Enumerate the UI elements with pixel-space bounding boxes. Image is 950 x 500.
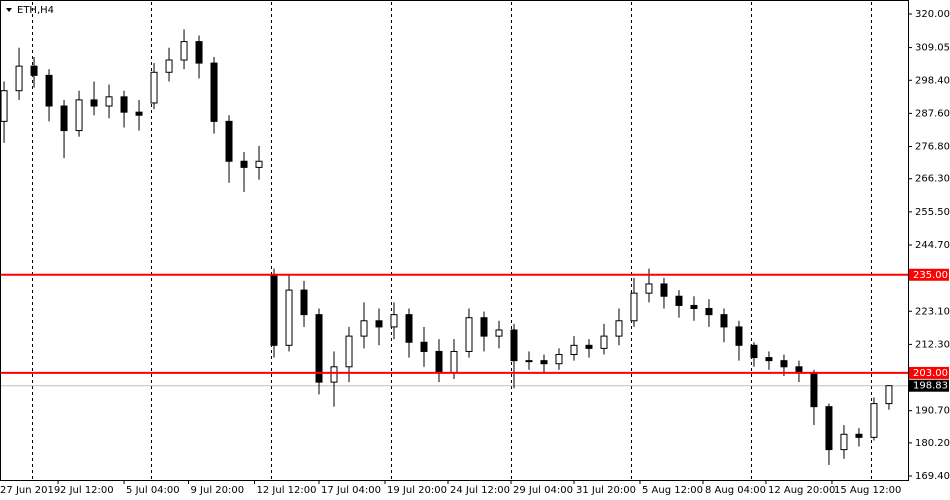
candle-body	[435, 350, 443, 374]
chart-title: ETH,H4	[17, 5, 54, 16]
candle-body	[870, 403, 878, 438]
candle-body	[525, 360, 533, 363]
x-tick-label: 5 Jul 04:00	[126, 485, 180, 496]
x-tick-label: 12 Jul 12:00	[257, 485, 317, 496]
candle-body	[165, 59, 173, 73]
x-tick-label: 19 Jul 20:00	[387, 485, 447, 496]
candle-body	[255, 160, 263, 168]
candle-body	[420, 341, 428, 352]
candle-body	[585, 344, 593, 349]
candle-body	[345, 335, 353, 368]
candle-body	[510, 329, 518, 362]
candle-body	[60, 105, 68, 132]
candle-body	[885, 385, 893, 405]
y-tick-label: 309.05	[915, 43, 950, 54]
x-tick-label: 31 Jul 20:00	[576, 485, 636, 496]
last-price-label: 198.83	[913, 381, 948, 392]
candle-body	[720, 314, 728, 328]
x-tick-label: 24 Jul 12:00	[450, 485, 510, 496]
candle-body	[615, 320, 623, 337]
x-tick-label: 27 Jun 2019	[0, 485, 60, 496]
y-tick-label: 212.30	[915, 339, 950, 350]
candle-body	[540, 360, 548, 365]
candle-body	[180, 41, 188, 61]
y-tick-label: 320.00	[915, 9, 950, 20]
candle-body	[270, 274, 278, 346]
candle-body	[405, 314, 413, 343]
candle-body	[360, 320, 368, 337]
x-tick-label: 2 Jul 12:00	[60, 485, 114, 496]
y-tick-label: 169.40	[915, 471, 950, 482]
level-label-bg	[909, 268, 949, 281]
plot-frame	[0, 0, 909, 481]
candle-body	[0, 90, 8, 122]
y-tick-label: 223.10	[915, 306, 950, 317]
candle-body	[780, 360, 788, 368]
y-tick-label: 287.60	[915, 108, 950, 119]
x-tick-label: 12 Aug 20:00	[768, 485, 835, 496]
y-tick-label: 190.70	[915, 406, 950, 417]
candle-body	[660, 283, 668, 297]
candle-body	[690, 304, 698, 310]
candle-body	[735, 326, 743, 346]
candle-body	[135, 111, 143, 116]
candle-body	[120, 96, 128, 113]
level-label: 203.00	[913, 368, 948, 379]
candle-body	[840, 433, 848, 451]
candle-body	[105, 96, 113, 107]
candle-body	[495, 329, 503, 337]
candle-body	[675, 295, 683, 306]
level-label-bg	[909, 366, 949, 379]
candle-body	[630, 292, 638, 322]
candle-body	[450, 350, 458, 374]
x-tick-label: 15 Aug 12:00	[834, 485, 901, 496]
candle-body	[390, 314, 398, 328]
y-tick-label: 255.50	[915, 207, 950, 218]
candle-body	[600, 335, 608, 349]
candle-body	[210, 62, 218, 122]
candle-body	[375, 320, 383, 328]
candle-body	[195, 41, 203, 64]
x-tick-label: 29 Jul 04:00	[513, 485, 573, 496]
candle-body	[240, 160, 248, 168]
candle-body	[225, 120, 233, 162]
menu-arrow	[6, 8, 12, 12]
candle-body	[705, 308, 713, 316]
x-tick-label: 9 Jul 20:00	[191, 485, 245, 496]
candle-body	[300, 289, 308, 316]
candle-body	[855, 433, 863, 438]
level-label: 235.00	[913, 270, 948, 281]
x-tick-label: 8 Aug 04:00	[705, 485, 766, 496]
candle-body	[150, 71, 158, 104]
candle-body	[750, 344, 758, 359]
candle-body	[330, 366, 338, 383]
candle-body	[75, 99, 83, 132]
candle-body	[30, 65, 38, 76]
x-tick-label: 17 Jul 04:00	[321, 485, 381, 496]
candle-body	[765, 357, 773, 362]
candle-body	[285, 289, 293, 346]
y-tick-label: 180.20	[915, 438, 950, 449]
y-tick-label: 298.40	[915, 75, 950, 86]
candle-body	[465, 317, 473, 352]
candle-body	[15, 65, 23, 92]
x-tick-label: 5 Aug 12:00	[642, 485, 703, 496]
last-price-label-bg	[909, 379, 949, 392]
candle-body	[825, 406, 833, 451]
candle-body	[810, 372, 818, 408]
y-tick-label: 244.70	[915, 240, 950, 251]
candle-body	[480, 317, 488, 337]
candle-body	[645, 283, 653, 294]
candle-body	[90, 99, 98, 107]
y-tick-label: 276.80	[915, 142, 950, 153]
y-tick-label: 266.30	[915, 174, 950, 185]
candle-body	[315, 314, 323, 383]
candle-body	[570, 344, 578, 356]
candle-body	[555, 354, 563, 365]
candle-body	[45, 74, 53, 107]
